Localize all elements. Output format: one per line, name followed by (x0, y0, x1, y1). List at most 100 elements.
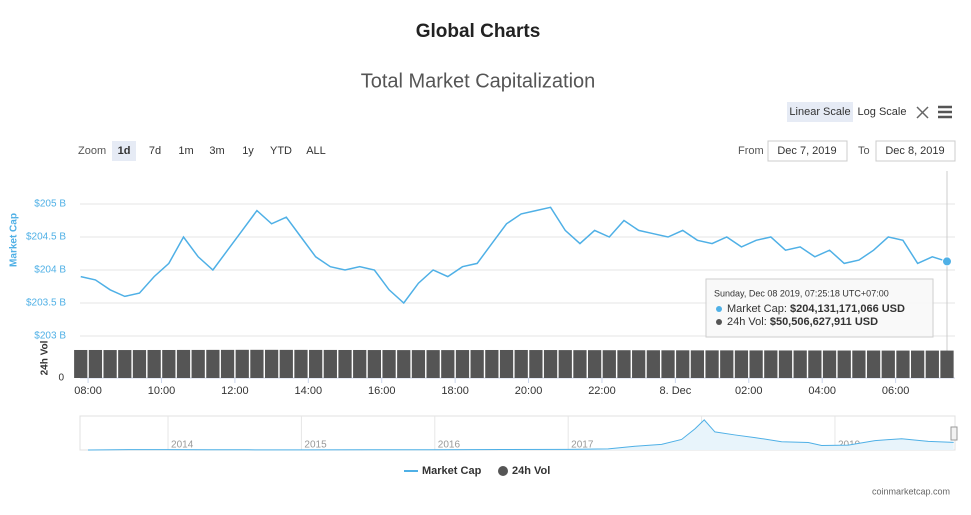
zoom-button[interactable]: 7d (149, 145, 161, 157)
tooltip-swatch (716, 319, 722, 325)
volume-bar (514, 349, 528, 378)
volume-bar (866, 350, 881, 378)
y-axis-label: Market Cap (9, 213, 20, 267)
volume-bar (162, 349, 176, 378)
legend-dot (498, 466, 508, 476)
x-tick-label: 12:00 (221, 385, 249, 397)
credit: coinmarketcap.com (872, 486, 950, 496)
volume-bar (294, 349, 308, 378)
tooltip-box (705, 278, 934, 338)
y-tick-label: $205 B (34, 199, 66, 210)
zoom-button[interactable]: 1d (118, 145, 131, 157)
volume-bar (558, 350, 572, 378)
market-cap-line (80, 206, 948, 305)
zoom-button[interactable]: 3m (209, 145, 224, 157)
legend-label[interactable]: 24h Vol (512, 465, 550, 477)
volume-bar (661, 350, 675, 378)
volume-bar (426, 350, 440, 378)
volume-bar (279, 349, 293, 378)
y-tick-label: $204 B (34, 265, 66, 276)
y2-axis-label: 24h Vol (40, 340, 51, 375)
volume-bar (191, 349, 205, 378)
volume-bar (250, 349, 264, 378)
volume-bar (264, 349, 279, 378)
volume-bar (309, 349, 323, 378)
volume-bar (103, 350, 117, 378)
volume-bar (176, 349, 191, 378)
volume-bar (206, 349, 220, 378)
tooltip-row: 24h Vol: $50,506,627,911 USD (727, 316, 878, 328)
fullscreen-icon[interactable] (916, 106, 929, 119)
volume-bar (220, 349, 235, 378)
volume-bar (705, 350, 719, 378)
from-input[interactable] (767, 140, 848, 162)
volume-bar (646, 350, 660, 378)
volume-bar (822, 350, 837, 378)
volume-bar (455, 350, 470, 378)
x-tick-label: 10:00 (148, 385, 176, 397)
volume-bar (676, 350, 690, 378)
volume-bar (896, 350, 910, 378)
zoom-button[interactable]: 1m (178, 145, 193, 157)
volume-bar (734, 350, 749, 378)
tooltip-row: Market Cap: $204,131,171,066 USD (727, 303, 905, 315)
zoom-button[interactable]: YTD (270, 145, 292, 157)
navigator-tick-label: 2016 (438, 440, 461, 451)
linear-scale-button[interactable] (787, 102, 853, 122)
volume-bar (485, 349, 499, 378)
volume-bar (338, 349, 352, 378)
volume-bar (778, 350, 793, 378)
from-label: From (738, 145, 764, 157)
volume-bar (353, 349, 367, 378)
legend-label[interactable]: Market Cap (422, 465, 482, 477)
volume-bar (499, 349, 514, 378)
y-tick-label: $203.5 B (26, 298, 66, 309)
from-date[interactable]: Dec 7, 2019 (777, 145, 836, 157)
x-tick-label: 16:00 (368, 385, 396, 397)
volume-bar (382, 350, 396, 378)
volume-bar (118, 350, 132, 378)
x-tick-label: 08:00 (74, 385, 102, 397)
volume-bar (749, 350, 763, 378)
volume-bar (617, 350, 631, 378)
navigator-handle[interactable] (950, 426, 958, 441)
volume-bar (852, 350, 866, 378)
zoom-button-active[interactable] (112, 141, 136, 161)
volume-bar (587, 350, 602, 378)
volume-bar (411, 350, 426, 378)
volume-bar (793, 350, 807, 378)
volume-bar (367, 350, 382, 378)
navigator-tick-label: 2017 (571, 440, 594, 451)
linear-scale-label[interactable]: Linear Scale (789, 106, 850, 118)
volume-bar (720, 350, 734, 378)
tooltip-value: $204,131,171,066 USD (790, 303, 905, 315)
volume-bar (441, 350, 455, 378)
volume-bar (837, 350, 851, 378)
volume-bar (764, 350, 778, 378)
to-date[interactable]: Dec 8, 2019 (885, 145, 944, 157)
chart-title: Total Market Capitalization (361, 70, 596, 92)
log-scale-label[interactable]: Log Scale (858, 106, 907, 118)
menu-icon[interactable] (938, 105, 952, 119)
zoom-label: Zoom (78, 145, 106, 157)
navigator-tick-label: 2014 (171, 440, 194, 451)
page-heading: Global Charts (416, 21, 541, 42)
volume-bar (529, 350, 543, 378)
volume-bar (543, 350, 558, 378)
zoom-button[interactable]: 1y (242, 145, 254, 157)
y-tick-label: $203 B (34, 331, 66, 342)
navigator-tick-label: 2015 (304, 440, 327, 451)
volume-bar (632, 350, 646, 378)
zoom-button[interactable]: ALL (306, 145, 326, 157)
volume-bar (470, 350, 484, 378)
to-input[interactable] (875, 140, 956, 162)
volume-bar (235, 349, 249, 378)
tooltip-name: Market Cap (727, 303, 784, 315)
volume-bar (881, 350, 895, 378)
y-tick-label: $204.5 B (26, 232, 66, 243)
x-tick-label: 22:00 (588, 385, 616, 397)
volume-bar (911, 350, 925, 378)
volume-bar (88, 349, 103, 378)
navigator-frame (79, 415, 956, 451)
